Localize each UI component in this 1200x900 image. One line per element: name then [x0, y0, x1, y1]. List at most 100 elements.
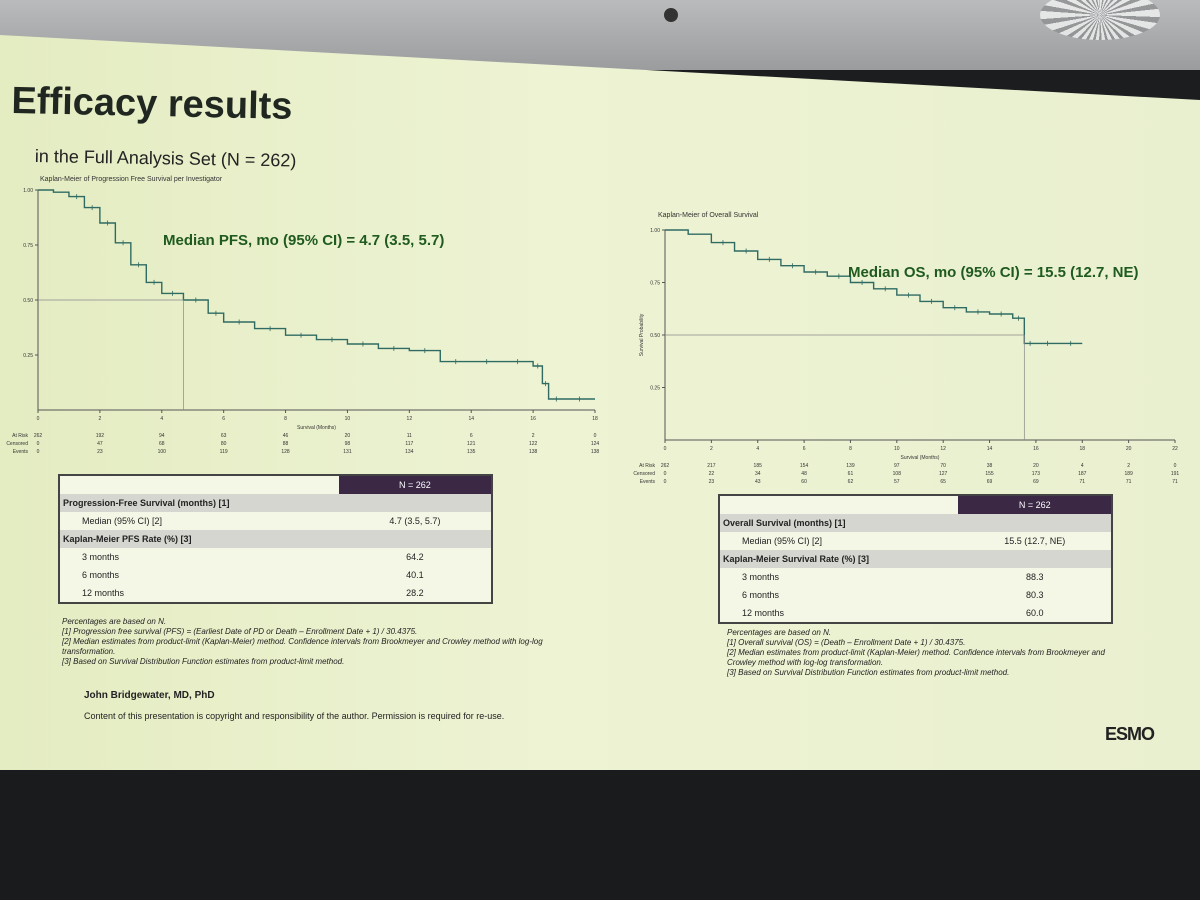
risk-censored-value: 173 — [1032, 471, 1041, 477]
y-tick-label: 0.50 — [650, 333, 660, 339]
pfs-results-table: N = 262 Progression-Free Survival (month… — [58, 474, 493, 604]
y-tick-label: 0.75 — [650, 281, 660, 287]
os-km-chart: 0.250.500.751.000 2 4 6 8 10 12 14 16 18 20 22Survi… — [633, 228, 1179, 485]
risk-at-risk-value: 70 — [940, 463, 946, 469]
x-tick-label: 18 — [1079, 446, 1085, 452]
pfs-caption: Kaplan-Meier of Progression Free Surviva… — [40, 176, 223, 183]
risk-censored-value: 0 — [37, 441, 40, 447]
pfs-rate-value: 64.2 — [406, 552, 424, 562]
risk-at-risk-value: 94 — [159, 433, 165, 439]
x-tick-label: 2 — [710, 446, 713, 452]
risk-events-value: 0 — [664, 479, 667, 485]
pfs-km-chart: 0.250.500.751.000 2 4 6 8 10 12 14 16 18Survival … — [6, 188, 600, 455]
footnote: Percentages are based on N. — [62, 617, 167, 626]
risk-events-value: 100 — [158, 449, 167, 455]
pfs-rate-value: 28.2 — [406, 588, 424, 598]
slide-title: Efficacy results — [11, 80, 293, 128]
risk-events-value: 62 — [848, 479, 854, 485]
risk-censored-value: 127 — [939, 471, 948, 477]
risk-events-value: 135 — [467, 449, 476, 455]
risk-row-label: Events — [13, 449, 29, 455]
pfs-median-label: Median (95% CI) [2] — [82, 516, 163, 526]
x-axis-label: Survival (Months) — [901, 455, 940, 461]
risk-events-value: 0 — [37, 449, 40, 455]
os-n-header: N = 262 — [958, 495, 1112, 514]
risk-events-value: 57 — [894, 479, 900, 485]
pfs-n-header: N = 262 — [338, 475, 492, 494]
risk-events-value: 138 — [529, 449, 538, 455]
risk-censored-value: 117 — [405, 441, 413, 447]
risk-events-value: 131 — [343, 449, 352, 455]
risk-at-risk-value: 217 — [707, 463, 716, 469]
footnote: [3] Based on Survival Distribution Funct… — [62, 657, 345, 666]
os-median-value: 15.5 (12.7, NE) — [1004, 536, 1066, 546]
os-rate-value: 80.3 — [1025, 590, 1044, 600]
pfs-rate-value: 40.1 — [406, 570, 424, 580]
risk-events-value: 71 — [1172, 479, 1178, 485]
pfs-section-header: Progression-Free Survival (months) [1] — [59, 494, 492, 512]
footnote: [2] Median estimates from product-limit … — [727, 648, 1105, 667]
ceiling-vent — [1040, 0, 1160, 40]
os-caption: Kaplan-Meier of Overall Survival — [658, 212, 759, 219]
risk-censored-value: 187 — [1078, 471, 1087, 477]
y-tick-label: 1.00 — [650, 228, 660, 234]
x-tick-label: 22 — [1172, 446, 1178, 452]
risk-at-risk-value: 185 — [754, 463, 763, 469]
risk-events-value: 69 — [987, 479, 993, 485]
risk-at-risk-value: 139 — [846, 463, 855, 469]
pfs-footnotes: Percentages are based on N. [1] Progress… — [62, 617, 582, 667]
ceiling-sprinkler — [664, 8, 678, 22]
x-tick-label: 6 — [803, 446, 806, 452]
pfs-median-value: 4.7 (3.5, 5.7) — [389, 516, 441, 526]
risk-events-value: 23 — [97, 449, 103, 455]
risk-events-value: 71 — [1126, 479, 1132, 485]
x-tick-label: 0 — [664, 446, 667, 452]
risk-censored-value: 124 — [591, 441, 600, 447]
risk-censored-value: 61 — [848, 471, 854, 477]
risk-at-risk-value: 20 — [1033, 463, 1039, 469]
x-tick-label: 18 — [592, 416, 598, 422]
risk-at-risk-value: 2 — [532, 433, 535, 439]
risk-row-label: At Risk — [12, 433, 28, 439]
y-tick-label: 0.25 — [650, 386, 660, 392]
os-rate-value: 60.0 — [1025, 608, 1044, 618]
os-section-header: Overall Survival (months) [1] — [719, 514, 1112, 532]
risk-censored-value: 122 — [529, 441, 538, 447]
risk-at-risk-value: 63 — [221, 433, 227, 439]
os-footnotes: Percentages are based on N. [1] Overall … — [727, 628, 1127, 678]
author-name: John Bridgewater, MD, PhD — [84, 690, 215, 701]
risk-censored-value: 34 — [755, 471, 761, 477]
os-median-annotation: Median OS, mo (95% CI) = 15.5 (12.7, NE) — [848, 264, 1139, 281]
x-tick-label: 12 — [407, 416, 413, 422]
risk-events-value: 134 — [405, 449, 414, 455]
risk-censored-value: 108 — [893, 471, 902, 477]
y-tick-label: 0.75 — [23, 243, 33, 249]
risk-at-risk-value: 4 — [1081, 463, 1084, 469]
x-tick-label: 20 — [1126, 446, 1132, 452]
risk-at-risk-value: 38 — [987, 463, 993, 469]
x-tick-label: 0 — [37, 416, 40, 422]
footnote: [3] Based on Survival Distribution Funct… — [727, 668, 1010, 677]
risk-events-value: 119 — [220, 449, 228, 455]
x-tick-label: 14 — [468, 416, 474, 422]
risk-events-value: 23 — [709, 479, 715, 485]
risk-at-risk-value: 97 — [894, 463, 900, 469]
risk-row-label: At Risk — [639, 463, 655, 469]
risk-at-risk-value: 11 — [407, 433, 412, 439]
os-rate-section-header: Kaplan-Meier Survival Rate (%) [3] — [719, 550, 1112, 568]
x-tick-label: 2 — [98, 416, 101, 422]
x-tick-label: 10 — [345, 416, 351, 422]
x-tick-label: 12 — [940, 446, 946, 452]
risk-at-risk-value: 262 — [661, 463, 670, 469]
km-curve — [38, 189, 595, 400]
risk-censored-value: 68 — [159, 441, 165, 447]
pfs-rate-label: 6 months — [82, 570, 120, 580]
x-axis-label: Survival (Months) — [297, 425, 336, 431]
x-tick-label: 16 — [530, 416, 536, 422]
footnote: [1] Overall survival (OS) = (Death – Enr… — [727, 638, 966, 647]
y-tick-label: 0.50 — [23, 298, 33, 304]
os-rate-label: 12 months — [742, 608, 785, 618]
risk-events-value: 128 — [281, 449, 290, 455]
risk-at-risk-value: 2 — [1127, 463, 1130, 469]
risk-at-risk-value: 0 — [594, 433, 597, 439]
